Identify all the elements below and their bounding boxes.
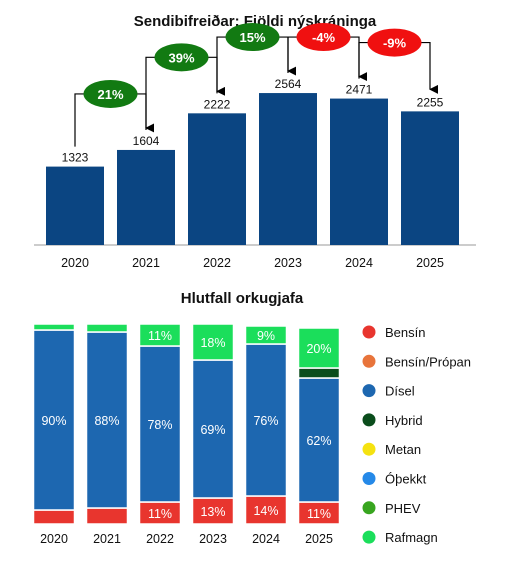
- bar-2023: [259, 93, 317, 245]
- x-tick-label: 2024: [345, 256, 373, 270]
- segment-Rafmagn: [85, 323, 129, 333]
- segment-label: 11%: [148, 329, 172, 343]
- x-tick-label: 2022: [146, 532, 174, 546]
- segment-label: 62%: [306, 434, 331, 448]
- segment-Rafmagn: [297, 327, 341, 369]
- segment-Dísel: [32, 329, 76, 511]
- bar-value-label: 2222: [204, 97, 231, 111]
- change-pill: [83, 79, 138, 108]
- bar-2022: [188, 113, 246, 245]
- segment-label: 14%: [253, 504, 278, 518]
- legend-label: Bensín/Própan: [385, 354, 471, 369]
- change-pill-label: -9%: [383, 36, 407, 51]
- x-tick-label: 2022: [203, 256, 231, 270]
- legend-marker: [362, 501, 376, 515]
- segment-label: 13%: [200, 505, 225, 519]
- segment-label: 76%: [253, 414, 278, 428]
- x-tick-label: 2021: [93, 532, 121, 546]
- x-tick-label: 2025: [305, 532, 333, 546]
- legend-label: Dísel: [385, 384, 415, 399]
- segment-Bensín: [244, 495, 288, 525]
- bar-2021: [117, 149, 175, 245]
- bar-value-label: 2255: [417, 95, 444, 109]
- bar-2020: [46, 166, 104, 245]
- x-tick-label: 2024: [252, 532, 280, 546]
- change-pill: [154, 43, 209, 72]
- change-pill: [296, 23, 351, 52]
- bar-value-label: 1604: [133, 134, 160, 148]
- x-tick-label: 2025: [416, 256, 444, 270]
- legend-marker: [362, 384, 376, 398]
- legend-marker: [362, 530, 376, 544]
- legend-label: Óþekkt: [385, 472, 427, 487]
- bar-value-label: 1323: [62, 151, 89, 165]
- change-pill: [225, 23, 280, 52]
- legend-label: PHEV: [385, 501, 421, 516]
- segment-Hybrid: [297, 367, 341, 379]
- bar-value-label: 2471: [346, 83, 373, 97]
- segment-label: 20%: [306, 342, 331, 356]
- bar-2025: [401, 111, 459, 246]
- x-tick-label: 2023: [274, 256, 302, 270]
- segment-Dísel: [85, 331, 129, 509]
- change-pill-label: -4%: [312, 30, 336, 45]
- legend-marker: [362, 413, 376, 427]
- legend-marker: [362, 325, 376, 339]
- segment-Dísel: [138, 345, 182, 503]
- segment-label: 90%: [41, 414, 66, 428]
- x-tick-label: 2021: [132, 256, 160, 270]
- bar-value-label: 2564: [275, 77, 302, 91]
- legend-label: Rafmagn: [385, 530, 438, 545]
- legend-label: Bensín: [385, 325, 425, 340]
- legend-marker: [362, 354, 376, 368]
- segment-label: 69%: [200, 423, 225, 437]
- change-pill-label: 39%: [168, 50, 194, 65]
- stacked-chart-title: Hlutfall orkugjafa: [181, 290, 304, 307]
- segment-label: 11%: [148, 507, 172, 521]
- change-pill-label: 21%: [97, 87, 123, 102]
- x-tick-label: 2020: [61, 256, 89, 270]
- segment-Dísel: [191, 359, 235, 499]
- x-tick-label: 2023: [199, 532, 227, 546]
- segment-label: 11%: [307, 507, 331, 521]
- energy-legend: Bensín Bensín/Própan Dísel Hybrid Metan Óþekk…: [362, 325, 471, 545]
- segment-label: 78%: [147, 418, 172, 432]
- registrations-bar-chart: 1323 2020 1604 2021 2222 2022 2564 2023 2471 2024…: [34, 23, 476, 270]
- change-pill: [367, 28, 422, 57]
- legend-label: Hybrid: [385, 413, 423, 428]
- segment-Rafmagn: [32, 323, 76, 331]
- segment-Rafmagn: [191, 323, 235, 361]
- segment-Rafmagn: [138, 323, 182, 347]
- legend-marker: [362, 442, 376, 456]
- energy-share-stacked-chart: 90% 2020 88% 2021 11% 78% 11% 2022 13% 69% 18% 2023…: [32, 323, 341, 546]
- segment-label: 18%: [200, 336, 225, 350]
- segment-Bensín: [32, 509, 76, 525]
- bar-2024: [330, 98, 388, 245]
- x-tick-label: 2020: [40, 532, 68, 546]
- segment-Rafmagn: [244, 325, 288, 345]
- change-pill-label: 15%: [239, 30, 265, 45]
- legend-label: Metan: [385, 442, 421, 457]
- legend-marker: [362, 472, 376, 485]
- segment-Dísel: [297, 377, 341, 503]
- segment-label: 88%: [94, 414, 119, 428]
- segment-Bensín: [85, 507, 129, 525]
- segment-label: 9%: [257, 329, 275, 343]
